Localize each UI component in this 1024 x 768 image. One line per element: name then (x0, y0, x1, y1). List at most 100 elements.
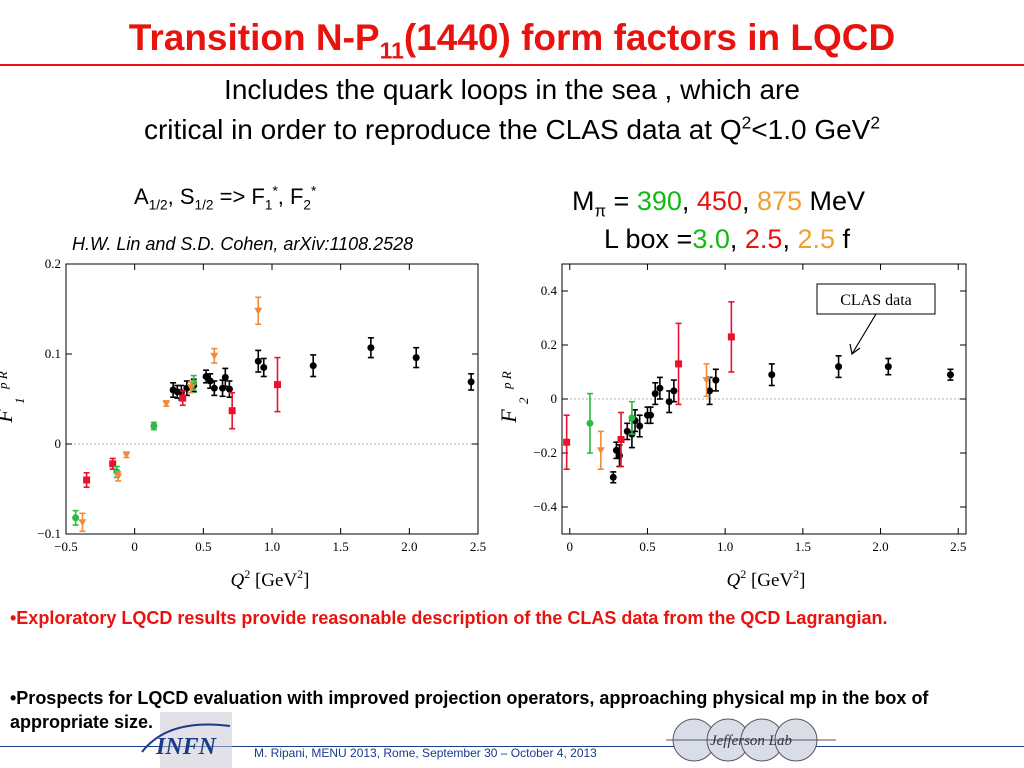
marker-triangle (186, 384, 195, 392)
data-point-black (946, 368, 954, 381)
marker-circle (609, 473, 617, 481)
x-tick-label: 2.0 (872, 539, 888, 554)
subtitle-line-2: critical in order to reproduce the CLAS … (143, 112, 881, 145)
data-point-black (412, 346, 420, 369)
chart-f2: F 2 p R Q2 [GeV2] 0 0.5 1.0 1.5 2.0 2.5 −0.4 −0… (500, 263, 967, 591)
y-tick-label: −0.4 (533, 499, 557, 514)
data-point-red (83, 472, 91, 488)
marker-circle (768, 371, 776, 379)
x-tick-label: 0.5 (639, 539, 655, 554)
marker-circle (150, 422, 158, 430)
x-tick-label: 0.5 (195, 539, 211, 554)
plot-frame-f1 (65, 263, 479, 535)
data-point-red (617, 411, 625, 468)
data-point-black (835, 355, 843, 379)
y-tick-label: −0.1 (37, 526, 61, 541)
data-point-orange (114, 471, 123, 482)
chart-f1: F 1 p R Q2 [GeV2] −0.5 0 0.5 1.0 1.5 2.0 2.5 −0… (0, 256, 486, 591)
marker-triangle (702, 377, 711, 385)
marker-triangle (122, 451, 131, 459)
data-point-black (631, 409, 639, 433)
marker-circle (254, 357, 262, 365)
marker-circle (628, 414, 636, 422)
data-point-red (273, 356, 281, 413)
slide-title: Transition N-P11(1440) form factors in L… (128, 17, 896, 64)
infn-logo: INFN (141, 712, 232, 768)
clas-label: CLAS data (840, 292, 912, 309)
data-point-red (563, 414, 571, 470)
data-point-red (228, 391, 236, 430)
data-point-green (150, 421, 158, 431)
data-point-black (221, 367, 229, 388)
marker-circle (202, 373, 210, 380)
x-tick-label: 0 (567, 539, 574, 554)
marker-circle (706, 387, 714, 395)
y-tick-label: 0.2 (541, 337, 557, 352)
f2-y-axis-superscript: p R (500, 371, 514, 390)
marker-circle (835, 363, 843, 371)
f2-x-axis-label: Q2 [GeV2] (726, 567, 805, 591)
data-point-green (586, 392, 594, 454)
y-tick-label: −0.2 (533, 445, 557, 460)
marker-circle (210, 384, 218, 392)
infn-logo-text: INFN (155, 734, 218, 760)
data-point-green (628, 400, 636, 435)
data-point-orange (702, 363, 711, 398)
marker-circle (656, 384, 664, 392)
marker-circle (221, 373, 229, 381)
marker-square (179, 394, 187, 402)
bullet-exploratory: •Exploratory LQCD results provide reason… (10, 608, 888, 628)
marker-square (727, 333, 735, 341)
marker-square (109, 460, 117, 468)
jefferson-lab-logo: Jefferson Lab (666, 718, 836, 762)
clas-label-box (816, 283, 936, 315)
marker-triangle (162, 400, 171, 408)
data-point-red (179, 390, 187, 407)
data-point-black (656, 376, 664, 400)
x-tick-label: 2.5 (470, 539, 486, 554)
marker-circle (651, 390, 659, 398)
marker-circle (946, 371, 954, 379)
data-point-black (309, 354, 317, 378)
x-tick-label: 2.5 (950, 539, 966, 554)
y-tick-label: 0 (55, 436, 62, 451)
marker-square (617, 436, 625, 443)
x-tick-label: 1.0 (264, 539, 280, 554)
x-tick-label: 2.0 (401, 539, 417, 554)
data-point-black (636, 414, 644, 438)
subtitle-line-1: Includes the quark loops in the sea , wh… (224, 74, 800, 105)
reference-citation: H.W. Lin and S.D. Cohen, arXiv:1108.2528 (72, 234, 414, 254)
data-point-red (727, 300, 735, 373)
x-tick-label: −0.5 (54, 539, 78, 554)
data-point-black (651, 382, 659, 406)
marker-square (228, 407, 236, 415)
marker-triangle (254, 307, 263, 315)
f1-y-axis-superscript: p R (0, 371, 10, 390)
clas-annotation: CLAS data (816, 283, 936, 356)
data-point-black (665, 390, 673, 414)
marker-circle (670, 387, 678, 395)
data-point-black (670, 379, 678, 403)
data-point-black (712, 368, 720, 392)
marker-circle (647, 411, 655, 419)
x-tick-label: 1.0 (717, 539, 733, 554)
data-point-black (367, 337, 375, 359)
marker-circle (884, 363, 892, 371)
marker-circle (467, 378, 475, 386)
x-tick-label: 0 (131, 539, 138, 554)
y-tick-label: 0 (551, 391, 558, 406)
data-point-red (109, 457, 117, 470)
data-point-black (254, 349, 262, 373)
data-point-black (768, 363, 776, 387)
f2-y-axis-subscript: 2 (516, 397, 531, 404)
marker-circle (665, 398, 673, 406)
marker-triangle (78, 519, 87, 527)
footer-divider (0, 746, 1024, 747)
bullet-prospects: •Prospects for LQCD evaluation with impr… (10, 688, 929, 732)
data-point-orange (596, 430, 605, 470)
f1-y-axis-subscript: 1 (12, 398, 27, 405)
jefferson-lab-logo-text: Jefferson Lab (710, 733, 793, 749)
marker-circle (260, 364, 268, 371)
data-point-black (210, 380, 218, 397)
clas-arrow (851, 313, 877, 355)
